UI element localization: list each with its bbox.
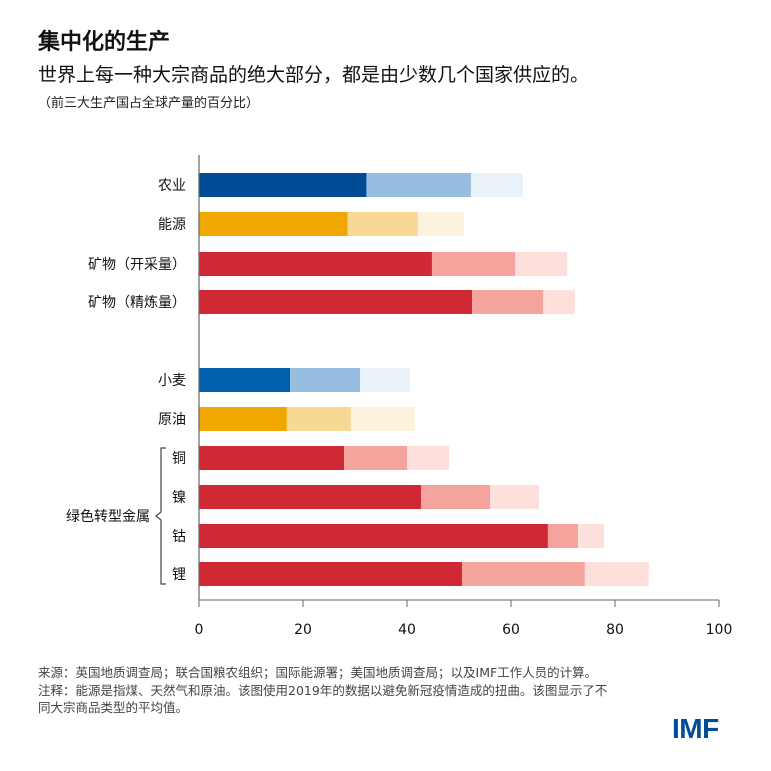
category-label: 矿物（开采量） xyxy=(88,257,186,273)
x-tick-label: 100 xyxy=(706,622,733,638)
bar-segment-2 xyxy=(472,290,544,314)
bar-segment-3 xyxy=(515,252,568,276)
category-label: 能源 xyxy=(158,217,186,233)
bar-segment-3 xyxy=(417,212,465,236)
category-label: 镍 xyxy=(172,490,186,506)
bar-segment-1 xyxy=(199,446,345,470)
x-tick-label: 0 xyxy=(195,622,204,638)
bar-segment-1 xyxy=(199,524,548,548)
footer: 来源：英国地质调查局；联合国粮农组织；国际能源署；美国地质调查局；以及IMF工作… xyxy=(38,664,618,717)
bar-segment-2 xyxy=(547,524,579,548)
category-label: 铜 xyxy=(172,451,186,467)
bar-segment-3 xyxy=(350,407,415,431)
source-text: 来源：英国地质调查局；联合国粮农组织；国际能源署；美国地质调查局；以及IMF工作… xyxy=(38,665,598,680)
bar-segment-1 xyxy=(199,173,367,197)
bar-segment-1 xyxy=(199,212,348,236)
chart-title: 集中化的生产 xyxy=(38,30,171,55)
bar-segment-1 xyxy=(199,562,463,586)
category-label: 原油 xyxy=(158,412,186,428)
bar-segment-3 xyxy=(578,524,605,548)
category-label: 锂 xyxy=(172,567,186,583)
bar-segment-1 xyxy=(199,407,287,431)
bar-segment-1 xyxy=(199,485,422,509)
chart-note: （前三大生产国占全球产量的百分比） xyxy=(38,96,260,111)
category-label: 钴 xyxy=(172,529,186,545)
x-tick-label: 60 xyxy=(502,622,520,638)
chart-subtitle: 世界上每一种大宗商品的绝大部分，都是由少数几个国家供应的。 xyxy=(38,64,590,86)
x-tick-label: 80 xyxy=(606,622,624,638)
bar-segment-2 xyxy=(347,212,418,236)
bar-segment-3 xyxy=(470,173,523,197)
group-label: 绿色转型金属 xyxy=(66,508,150,525)
x-tick-label: 40 xyxy=(398,622,416,638)
bar-segment-2 xyxy=(344,446,407,470)
bar-segment-2 xyxy=(421,485,491,509)
imf-logo: IMF xyxy=(672,713,719,744)
category-label: 农业 xyxy=(158,178,186,194)
footnote-text: 注释：能源是指煤、天然气和原油。该图使用2019年的数据以避免新冠疫情造成的扭曲… xyxy=(38,682,608,716)
bar-segment-3 xyxy=(543,290,575,314)
bar-segment-3 xyxy=(584,562,649,586)
x-tick-label: 20 xyxy=(294,622,312,638)
group-bracket xyxy=(155,447,166,585)
bar-segment-2 xyxy=(366,173,471,197)
bar-segment-1 xyxy=(199,290,472,314)
bar-segment-3 xyxy=(490,485,540,509)
bar-segment-2 xyxy=(286,407,351,431)
bar-segment-2 xyxy=(290,368,361,392)
bar-segment-1 xyxy=(199,252,432,276)
bar-segment-3 xyxy=(360,368,411,392)
bar-segment-1 xyxy=(199,368,290,392)
bar-segment-2 xyxy=(431,252,516,276)
category-label: 矿物（精炼量） xyxy=(88,295,186,311)
bar-segment-2 xyxy=(462,562,585,586)
bar-segment-3 xyxy=(407,446,450,470)
category-label: 小麦 xyxy=(158,373,186,389)
